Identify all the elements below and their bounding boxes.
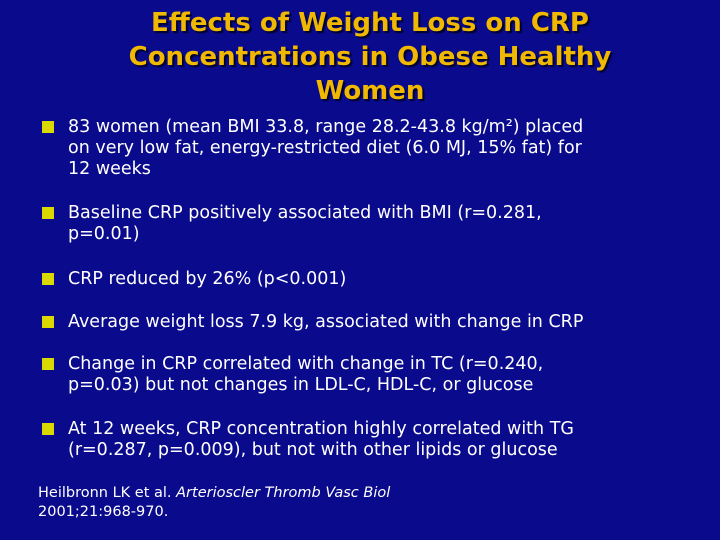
bullet-text: Baseline CRP positively associated with … bbox=[68, 203, 542, 244]
bullet-item: At 12 weeks, CRP concentration highly co… bbox=[42, 419, 692, 461]
bullet-text: CRP reduced by 26% (p<0.001) bbox=[68, 269, 347, 289]
citation-journal: Arterioscler Thromb Vasc Biol bbox=[176, 485, 391, 501]
slide-title-line-1: Effects of Weight Loss on CRP bbox=[151, 8, 589, 38]
slide-title: Effects of Weight Loss on CRP Concentrat… bbox=[60, 6, 680, 108]
square-bullet-icon bbox=[42, 121, 54, 133]
square-bullet-icon bbox=[42, 423, 54, 435]
square-bullet-icon bbox=[42, 316, 54, 328]
bullet-text: Change in CRP correlated with change in … bbox=[68, 354, 544, 395]
citation-authors: Heilbronn LK et al. bbox=[38, 485, 172, 501]
bullet-text: 83 women (mean BMI 33.8, range 28.2-43.8… bbox=[68, 117, 584, 179]
bullet-item: CRP reduced by 26% (p<0.001) bbox=[42, 269, 692, 290]
slide-title-line-2: Concentrations in Obese Healthy bbox=[128, 42, 612, 72]
square-bullet-icon bbox=[42, 207, 54, 219]
citation: Heilbronn LK et al. Arterioscler Thromb … bbox=[38, 484, 390, 522]
slide-title-line-3: Women bbox=[315, 76, 425, 106]
bullet-item: Change in CRP correlated with change in … bbox=[42, 354, 692, 396]
bullet-item: Average weight loss 7.9 kg, associated w… bbox=[42, 312, 692, 333]
bullet-item: Baseline CRP positively associated with … bbox=[42, 203, 692, 245]
square-bullet-icon bbox=[42, 273, 54, 285]
bullet-item: 83 women (mean BMI 33.8, range 28.2-43.8… bbox=[42, 117, 692, 180]
bullet-text: Average weight loss 7.9 kg, associated w… bbox=[68, 312, 584, 332]
square-bullet-icon bbox=[42, 358, 54, 370]
citation-volume: 2001;21:968-970. bbox=[38, 504, 169, 520]
bullet-text: At 12 weeks, CRP concentration highly co… bbox=[68, 419, 574, 460]
